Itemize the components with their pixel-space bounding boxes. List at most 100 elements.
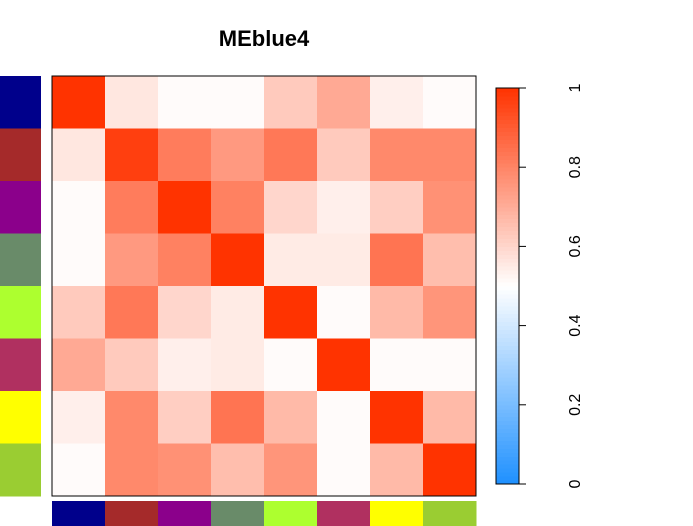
colorbar-segment — [496, 183, 519, 188]
heatmap-cell — [211, 181, 265, 234]
colorbar-segment — [496, 333, 519, 338]
heatmap-cell — [423, 443, 477, 497]
colorbar-segment — [496, 329, 519, 335]
heatmap-cell — [370, 181, 424, 234]
colorbar-segment — [496, 424, 519, 430]
colorbar-segment — [496, 254, 519, 259]
heatmap-cell — [105, 338, 159, 392]
heatmap-cell — [158, 128, 212, 182]
colorbar-segment — [496, 107, 519, 113]
heatmap-cell — [52, 443, 106, 497]
heatmap-cell — [158, 338, 212, 392]
heatmap-cell — [317, 391, 371, 444]
heatmap-cell — [423, 338, 477, 392]
heatmap-cell — [211, 391, 265, 444]
row-color-swatch — [0, 181, 41, 234]
colorbar-segment — [496, 472, 519, 477]
colorbar-segment — [496, 159, 519, 164]
heatmap-cell — [317, 76, 371, 129]
colorbar-segment — [496, 202, 519, 208]
colorbar-segment — [496, 464, 519, 469]
colorbar-segment — [496, 262, 519, 267]
heatmap-cell — [211, 338, 265, 392]
colorbar-segment — [496, 293, 519, 299]
heatmap-cell — [105, 286, 159, 339]
colorbar-segment — [496, 278, 519, 283]
colorbar-segment — [496, 115, 519, 121]
colorbar-segment — [496, 420, 519, 426]
row-color-swatch — [0, 76, 41, 129]
heatmap-cell — [423, 286, 477, 339]
colorbar-tick-label: 0.6 — [567, 235, 584, 257]
column-color-swatch — [317, 501, 371, 526]
colorbar-segment — [496, 396, 519, 402]
row-color-swatch — [0, 443, 41, 497]
colorbar-segment — [496, 282, 519, 287]
heatmap-cell — [370, 128, 424, 182]
colorbar-segment — [496, 377, 519, 382]
colorbar-segment — [496, 127, 519, 133]
column-color-swatch — [158, 501, 212, 526]
heatmap-cell — [105, 233, 159, 287]
colorbar-segment — [496, 147, 519, 152]
heatmap-cell — [423, 391, 477, 444]
colorbar-segment — [496, 238, 519, 243]
heatmap-cell — [370, 76, 424, 129]
heatmap-cell — [158, 181, 212, 234]
colorbar-segment — [496, 432, 519, 437]
heatmap-cell — [105, 181, 159, 234]
colorbar-tick-label: 0.4 — [567, 314, 584, 336]
colorbar-segment — [496, 428, 519, 434]
heatmap-cell — [211, 443, 265, 497]
column-color-swatch — [105, 501, 159, 526]
colorbar-segment — [496, 325, 519, 331]
colorbar-segment — [496, 357, 519, 362]
heatmap-cell — [52, 76, 106, 129]
heatmap-cell — [317, 128, 371, 182]
colorbar-segment — [496, 123, 519, 129]
heatmap-cell — [52, 286, 106, 339]
colorbar-segment — [496, 163, 519, 168]
colorbar-segment — [496, 274, 519, 279]
colorbar-segment — [496, 198, 519, 204]
colorbar-segment — [496, 187, 519, 192]
colorbar-segment — [496, 99, 519, 105]
heatmap-cell — [211, 76, 265, 129]
heatmap-cell — [52, 128, 106, 182]
colorbar-segment — [496, 206, 519, 212]
heatmap-cell — [158, 76, 212, 129]
colorbar-segment — [496, 210, 519, 216]
colorbar-segment — [496, 151, 519, 156]
colorbar-segment — [496, 373, 519, 378]
heatmap-cell — [370, 233, 424, 287]
colorbar-segment — [496, 448, 519, 453]
heatmap-cell — [264, 286, 318, 339]
heatmap-cell — [52, 181, 106, 234]
row-color-swatch — [0, 391, 41, 444]
heatmap-cell — [52, 391, 106, 444]
colorbar-segment — [496, 95, 519, 101]
heatmap-cell — [211, 286, 265, 339]
colorbar-tick-label: 0.8 — [567, 156, 584, 178]
colorbar-segment — [496, 250, 519, 255]
heatmap-cell — [370, 443, 424, 497]
colorbar-segment — [496, 452, 519, 457]
heatmap-cell — [105, 443, 159, 497]
heatmap-cell — [52, 338, 106, 392]
heatmap-cell — [158, 286, 212, 339]
row-color-swatch — [0, 286, 41, 339]
heatmap-cell — [158, 443, 212, 497]
heatmap-cell — [317, 286, 371, 339]
colorbar-segment — [496, 155, 519, 160]
colorbar-segment — [496, 349, 519, 354]
heatmap-frame — [51, 75, 477, 497]
colorbar-segment — [496, 289, 519, 295]
colorbar-segment — [496, 476, 519, 481]
row-color-swatch — [0, 338, 41, 392]
column-color-swatch — [264, 501, 318, 526]
colorbar-tick-label: 0.2 — [567, 394, 584, 416]
heatmap-cell — [211, 233, 265, 287]
heatmap-cell — [317, 233, 371, 287]
colorbar-segment — [496, 179, 519, 184]
